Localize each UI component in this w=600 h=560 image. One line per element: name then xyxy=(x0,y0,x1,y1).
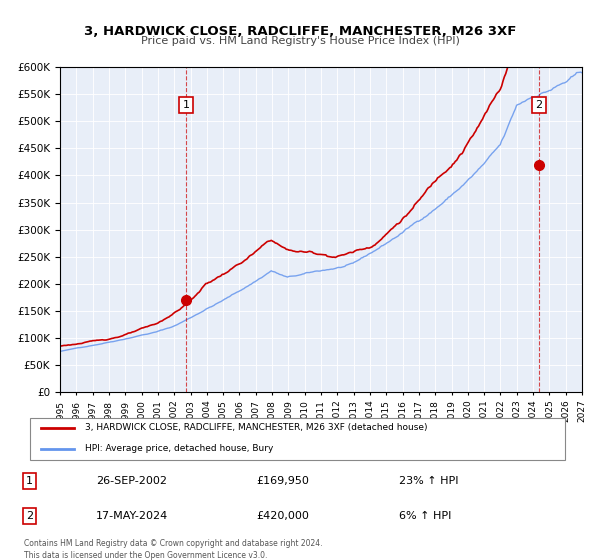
Text: 1: 1 xyxy=(182,100,190,110)
Text: Price paid vs. HM Land Registry's House Price Index (HPI): Price paid vs. HM Land Registry's House … xyxy=(140,36,460,46)
Text: 3, HARDWICK CLOSE, RADCLIFFE, MANCHESTER, M26 3XF (detached house): 3, HARDWICK CLOSE, RADCLIFFE, MANCHESTER… xyxy=(85,423,427,432)
Text: Contains HM Land Registry data © Crown copyright and database right 2024.: Contains HM Land Registry data © Crown c… xyxy=(24,539,323,548)
Text: 1: 1 xyxy=(26,476,33,486)
Text: 17-MAY-2024: 17-MAY-2024 xyxy=(96,511,168,521)
Text: This data is licensed under the Open Government Licence v3.0.: This data is licensed under the Open Gov… xyxy=(24,551,268,560)
Text: HPI: Average price, detached house, Bury: HPI: Average price, detached house, Bury xyxy=(85,444,273,453)
Text: 2: 2 xyxy=(536,100,542,110)
Text: 6% ↑ HPI: 6% ↑ HPI xyxy=(400,511,452,521)
Text: £420,000: £420,000 xyxy=(256,511,309,521)
Text: 2: 2 xyxy=(26,511,33,521)
Text: 23% ↑ HPI: 23% ↑ HPI xyxy=(400,476,459,486)
FancyBboxPatch shape xyxy=(29,418,565,460)
Text: 3, HARDWICK CLOSE, RADCLIFFE, MANCHESTER, M26 3XF: 3, HARDWICK CLOSE, RADCLIFFE, MANCHESTER… xyxy=(84,25,516,38)
Text: £169,950: £169,950 xyxy=(256,476,309,486)
Text: 26-SEP-2002: 26-SEP-2002 xyxy=(96,476,167,486)
